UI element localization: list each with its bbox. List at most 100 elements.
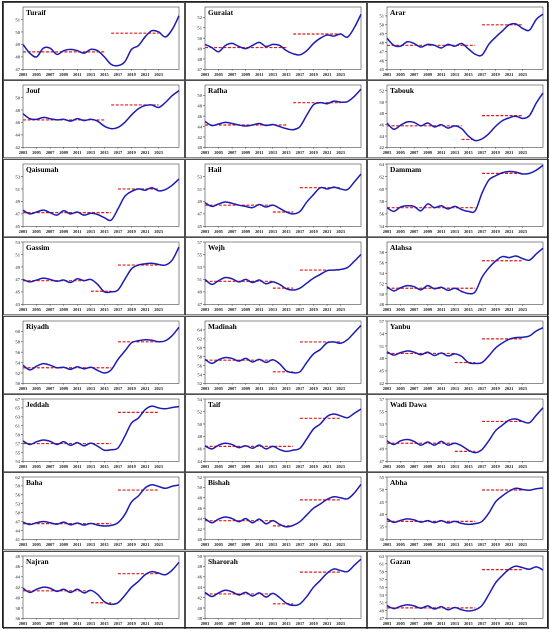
x-tick-label: 2003 [201, 385, 210, 390]
panel-border [367, 80, 549, 159]
chart-title: Hail [208, 165, 222, 174]
x-tick-label: 2023 [518, 464, 527, 469]
plot-frame [386, 398, 544, 462]
x-tick-label: 2021 [505, 150, 514, 155]
x-tick-label: 2013 [269, 464, 278, 469]
y-tick-label: 51 [15, 187, 20, 192]
x-tick-label: 2005 [214, 385, 223, 390]
x-tick-label: 2017 [114, 72, 123, 77]
y-tick-label: 47 [15, 520, 20, 525]
panel-border [367, 237, 549, 316]
panel-border [367, 315, 549, 394]
x-tick-label: 2021 [505, 542, 514, 547]
y-tick-label: 55 [379, 585, 384, 590]
x-tick-label: 2017 [478, 307, 487, 312]
x-tick-label: 2011 [255, 385, 263, 390]
chart-panel-tabouk: 42 44 46 48 50 52 2003 2005 2007 2009 2011 2013 2015… [367, 80, 549, 159]
x-tick-label: 2017 [296, 307, 305, 312]
x-tick-label: 2019 [309, 542, 318, 547]
y-tick-label: 60 [197, 345, 202, 350]
x-tick-label: 2021 [505, 229, 514, 234]
y-tick-label: 48 [197, 57, 202, 62]
x-tick-label: 2013 [451, 621, 460, 626]
x-tick-label: 2005 [396, 150, 405, 155]
x-tick-label: 2009 [59, 464, 68, 469]
x-tick-label: 2021 [323, 229, 332, 234]
x-tick-label: 2021 [323, 72, 332, 77]
x-tick-label: 2005 [32, 307, 41, 312]
plot-frame [22, 476, 180, 540]
x-tick-label: 2011 [255, 150, 263, 155]
y-tick-label: 48 [197, 564, 202, 569]
x-tick-label: 2019 [309, 229, 318, 234]
x-tick-label: 2009 [59, 621, 68, 626]
y-tick-label: 30 [379, 537, 384, 542]
y-tick-label: 52 [197, 475, 202, 480]
x-tick-label: 2005 [214, 72, 223, 77]
x-tick-label: 2003 [19, 150, 28, 155]
chart-svg: 54 56 58 60 62 64 2003 2005 2007 2009 2011 2013 2015… [367, 158, 549, 238]
x-tick-label: 2003 [383, 72, 392, 77]
y-tick-label: 53 [15, 459, 20, 464]
x-tick-label: 2005 [32, 72, 41, 77]
series-line [22, 90, 180, 130]
x-tick-label: 2013 [269, 229, 278, 234]
x-tick-label: 2015 [282, 307, 291, 312]
y-tick-label: 44 [197, 125, 202, 130]
chart-title: Bishah [208, 478, 230, 487]
x-tick-label: 2003 [201, 542, 210, 547]
x-tick-label: 2017 [114, 307, 123, 312]
plot-frame [386, 163, 544, 227]
y-tick-label: 48 [197, 496, 202, 501]
y-tick-label: 63 [379, 553, 384, 558]
y-tick-label: 58 [197, 354, 202, 359]
x-tick-label: 2003 [201, 150, 210, 155]
panel-border [3, 472, 185, 551]
x-tick-label: 2003 [383, 229, 392, 234]
x-tick-label: 2017 [114, 150, 123, 155]
y-tick-label: 47 [379, 616, 384, 621]
y-tick-label: 56 [15, 493, 20, 498]
x-tick-label: 2015 [282, 72, 291, 77]
chart-svg: 52 54 56 58 60 62 64 2003 2005 2007 2009 2011 2013 20… [185, 315, 367, 394]
y-tick-label: 57 [197, 240, 202, 245]
y-tick-label: 51 [379, 600, 384, 605]
chart-title: Madinah [208, 322, 237, 331]
x-tick-label: 2011 [437, 307, 445, 312]
x-tick-label: 2007 [228, 385, 237, 390]
x-tick-label: 2003 [201, 229, 210, 234]
y-tick-label: 44 [197, 459, 202, 464]
x-tick-label: 2023 [154, 385, 163, 390]
y-tick-label: 47 [15, 211, 20, 216]
y-tick-label: 48 [15, 55, 20, 60]
y-tick-label: 47 [197, 67, 202, 72]
x-tick-label: 2005 [396, 229, 405, 234]
x-tick-label: 2003 [19, 72, 28, 77]
x-tick-label: 2017 [296, 150, 305, 155]
x-tick-label: 2007 [410, 542, 419, 547]
y-tick-label: 42 [15, 585, 20, 590]
y-tick-label: 40 [197, 605, 202, 610]
y-tick-label: 49 [379, 447, 384, 452]
x-tick-label: 2003 [383, 385, 392, 390]
chart-svg: 45 47 49 51 53 2003 2005 2007 2009 2011 2013 2015 20… [185, 158, 367, 238]
x-tick-label: 2021 [323, 150, 332, 155]
y-tick-label: 49 [197, 290, 202, 295]
x-tick-label: 2011 [73, 464, 81, 469]
x-tick-label: 2021 [141, 385, 150, 390]
x-tick-label: 2009 [241, 307, 250, 312]
chart-title: Gassim [26, 243, 50, 252]
y-tick-label: 45 [379, 67, 384, 72]
series-line [386, 326, 544, 364]
x-tick-label: 2021 [323, 307, 332, 312]
x-tick-label: 2013 [269, 542, 278, 547]
y-tick-label: 50 [197, 553, 202, 558]
y-tick-label: 55 [379, 409, 384, 414]
panel-border [185, 237, 367, 316]
x-tick-label: 2007 [46, 307, 55, 312]
x-tick-label: 2005 [396, 542, 405, 547]
x-tick-label: 2009 [241, 229, 250, 234]
chart-title: Dammam [390, 165, 422, 174]
x-tick-label: 2005 [396, 621, 405, 626]
